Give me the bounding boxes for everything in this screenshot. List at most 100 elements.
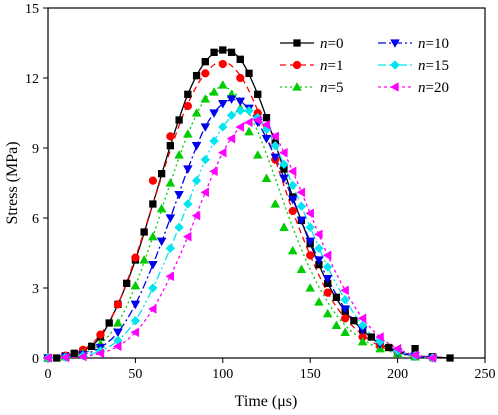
legend-label-5: n=20 bbox=[418, 80, 449, 96]
data-point-series-5 bbox=[226, 133, 236, 144]
x-tick-label: 200 bbox=[387, 367, 408, 382]
data-point-series-4 bbox=[340, 294, 350, 305]
y-tick-label: 6 bbox=[32, 212, 39, 227]
data-point-series-3 bbox=[279, 174, 289, 184]
data-point-series-5 bbox=[279, 147, 288, 158]
data-point-series-4 bbox=[235, 105, 246, 116]
data-point-series-0 bbox=[105, 319, 113, 327]
data-point-series-3 bbox=[165, 214, 176, 223]
data-point-series-2 bbox=[174, 150, 184, 159]
data-point-series-2 bbox=[357, 336, 368, 346]
legend-label-2: n=5 bbox=[320, 80, 343, 96]
data-point-series-4 bbox=[200, 154, 211, 165]
y-tick-label: 9 bbox=[32, 142, 39, 157]
y-tick-label: 0 bbox=[32, 352, 39, 367]
y-tick-label: 3 bbox=[32, 282, 39, 297]
data-point-series-0 bbox=[123, 279, 131, 287]
data-point-series-4 bbox=[174, 222, 184, 233]
data-point-series-0 bbox=[201, 58, 209, 66]
data-point-series-1 bbox=[201, 69, 210, 78]
data-point-series-0 bbox=[53, 354, 61, 362]
data-point-series-2 bbox=[305, 283, 316, 292]
data-point-series-3 bbox=[322, 275, 333, 284]
data-point-series-4 bbox=[296, 201, 307, 212]
legend-label-0: n=0 bbox=[320, 36, 343, 52]
data-point-series-0 bbox=[88, 342, 96, 350]
data-point-series-0 bbox=[367, 333, 376, 341]
legend-marker-4 bbox=[390, 60, 400, 70]
data-point-series-2 bbox=[270, 199, 281, 208]
data-point-series-5 bbox=[235, 122, 244, 132]
data-point-series-5 bbox=[191, 210, 201, 221]
x-tick-label: 50 bbox=[128, 367, 142, 382]
x-axis-ticks: 0 50 100 150 200 250 bbox=[45, 358, 496, 382]
series-lines bbox=[47, 49, 451, 359]
data-point-series-1 bbox=[306, 251, 315, 260]
data-point-series-4 bbox=[314, 243, 324, 254]
data-point-series-5 bbox=[78, 351, 87, 362]
y-tick-label: 12 bbox=[25, 72, 39, 87]
data-point-series-1 bbox=[341, 314, 350, 323]
data-point-series-3 bbox=[226, 95, 237, 104]
data-point-series-2 bbox=[217, 80, 228, 89]
x-tick-label: 0 bbox=[45, 367, 52, 382]
data-point-series-3 bbox=[113, 328, 123, 338]
data-point-series-2 bbox=[139, 255, 149, 264]
data-point-series-5 bbox=[392, 343, 402, 354]
legend-marker-5 bbox=[390, 82, 399, 92]
legend-label-4: n=15 bbox=[418, 58, 449, 74]
data-point-series-1 bbox=[183, 101, 192, 111]
data-point-series-2 bbox=[261, 173, 272, 182]
series-line-3 bbox=[47, 98, 433, 359]
data-point-series-4 bbox=[165, 243, 176, 254]
x-tick-label: 150 bbox=[300, 367, 321, 382]
data-point-series-0 bbox=[385, 343, 393, 352]
data-point-series-3 bbox=[209, 109, 219, 118]
data-point-series-0 bbox=[70, 349, 78, 357]
data-point-series-0 bbox=[262, 114, 271, 122]
y-axis-label: Stress (MPa) bbox=[4, 141, 21, 224]
y-tick-label: 15 bbox=[25, 2, 39, 17]
data-point-series-2 bbox=[113, 318, 123, 327]
legend-marker-1 bbox=[292, 60, 302, 70]
data-point-series-3 bbox=[270, 153, 281, 163]
data-point-series-5 bbox=[410, 350, 419, 361]
data-point-series-4 bbox=[322, 262, 333, 272]
data-point-series-5 bbox=[113, 341, 122, 352]
data-point-series-5 bbox=[182, 231, 192, 242]
data-point-series-4 bbox=[357, 320, 368, 331]
legend-label-3: n=10 bbox=[418, 36, 449, 52]
data-point-series-2 bbox=[331, 320, 342, 329]
data-point-series-5 bbox=[60, 352, 70, 363]
data-point-series-5 bbox=[95, 348, 105, 359]
data-point-series-4 bbox=[218, 122, 228, 132]
legend-marker-0 bbox=[293, 39, 301, 47]
legend-marker-2 bbox=[292, 82, 302, 91]
data-point-series-3 bbox=[174, 191, 184, 200]
series-line-0 bbox=[47, 49, 451, 359]
data-point-series-4 bbox=[209, 136, 219, 146]
data-point-series-1 bbox=[113, 300, 123, 309]
data-point-series-4 bbox=[183, 199, 193, 209]
data-point-series-3 bbox=[296, 216, 307, 226]
data-point-series-5 bbox=[287, 166, 297, 177]
data-point-series-4 bbox=[305, 222, 315, 233]
data-point-series-0 bbox=[140, 228, 148, 236]
data-point-series-5 bbox=[296, 187, 306, 198]
y-axis-ticks: 0 3 6 9 12 15 bbox=[25, 2, 48, 367]
x-tick-label: 250 bbox=[475, 367, 496, 382]
data-point-series-0 bbox=[192, 72, 201, 80]
x-axis-label: Time (μs) bbox=[235, 393, 298, 410]
data-point-series-0 bbox=[254, 90, 262, 98]
data-point-series-2 bbox=[322, 308, 333, 318]
data-point-series-2 bbox=[296, 264, 307, 273]
data-point-series-2 bbox=[252, 150, 263, 159]
data-point-series-5 bbox=[147, 304, 157, 314]
legend: n=0 n=10 n=1 n=15 n=5 n=20 bbox=[280, 36, 449, 96]
data-point-series-5 bbox=[322, 250, 332, 261]
data-point-series-0 bbox=[157, 170, 166, 178]
data-point-series-3 bbox=[191, 142, 202, 151]
data-point-series-3 bbox=[261, 135, 272, 144]
data-point-series-0 bbox=[446, 354, 454, 362]
